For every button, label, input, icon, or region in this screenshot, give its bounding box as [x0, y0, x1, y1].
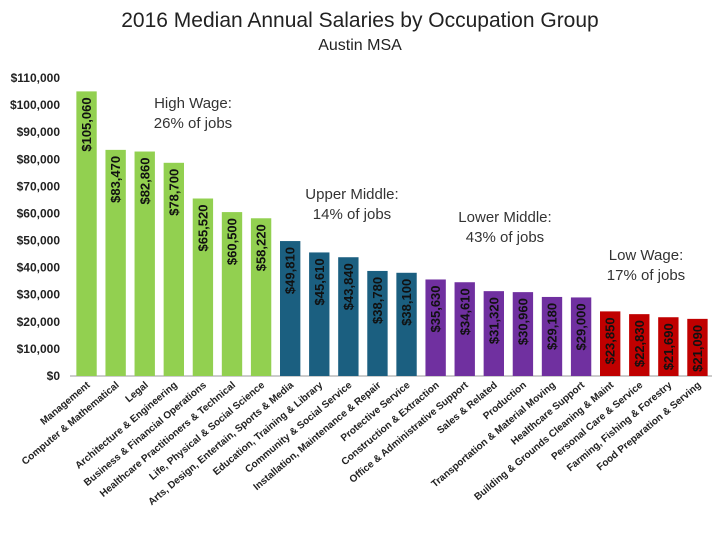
bars — [76, 91, 708, 377]
data-label: $29,180 — [545, 303, 560, 350]
bar — [512, 292, 534, 376]
chart-title: 2016 Median Annual Salaries by Occupatio… — [121, 9, 598, 32]
group-share-label: 26% of jobs — [154, 115, 232, 132]
y-tick-label: $70,000 — [17, 179, 61, 193]
bar — [309, 252, 330, 376]
bar — [163, 162, 184, 376]
data-label: $21,090 — [690, 325, 705, 372]
y-tick-label: $50,000 — [17, 234, 61, 248]
data-label: $38,100 — [399, 279, 414, 326]
data-label: $22,830 — [632, 320, 647, 367]
data-label: $82,860 — [137, 158, 152, 205]
group-share-label: 43% of jobs — [466, 229, 544, 246]
bar — [338, 257, 359, 376]
data-label: $21,690 — [661, 323, 676, 370]
y-tick-label: $100,000 — [10, 98, 60, 112]
bar — [250, 218, 272, 376]
group-share-label: 14% of jobs — [313, 206, 391, 223]
group-name-label: Upper Middle: — [305, 186, 398, 203]
bar — [454, 282, 475, 376]
data-label: $58,220 — [254, 224, 269, 271]
bar — [687, 318, 708, 376]
data-label: $60,500 — [225, 218, 240, 265]
bar — [367, 270, 388, 376]
y-tick-label: $110,000 — [11, 71, 61, 85]
y-tick-label: $20,000 — [17, 315, 61, 329]
bar — [629, 314, 650, 376]
data-label: $31,320 — [486, 297, 501, 344]
bar — [280, 241, 301, 376]
bar — [600, 311, 621, 376]
data-label: $49,810 — [283, 247, 298, 294]
data-label: $29,000 — [574, 303, 589, 350]
bar — [105, 149, 126, 376]
group-name-label: Lower Middle: — [458, 209, 551, 226]
bar — [570, 297, 592, 376]
group-labels: High Wage: 26% of jobs Upper Middle: 14% of… — [154, 95, 685, 284]
chart-subtitle: Austin MSA — [318, 37, 402, 54]
bar — [483, 291, 504, 376]
data-label: $23,850 — [603, 317, 618, 364]
data-label: $30,960 — [515, 298, 530, 345]
data-label: $43,840 — [341, 263, 356, 310]
bar — [541, 296, 563, 376]
y-tick-label: $60,000 — [17, 206, 61, 220]
y-tick-label: $80,000 — [17, 152, 61, 166]
y-tick-label: $10,000 — [17, 342, 61, 356]
data-label: $45,610 — [312, 258, 327, 305]
bar — [425, 279, 446, 376]
data-labels: $105,060 $83,470 $82,860 $78,700 $65,520 $60,… — [79, 97, 705, 371]
y-tick-label: $0 — [47, 369, 61, 383]
bar — [134, 151, 155, 376]
bar — [396, 272, 417, 376]
data-label: $34,610 — [457, 288, 472, 335]
data-label: $78,700 — [166, 169, 181, 216]
data-label: $38,780 — [370, 277, 385, 324]
data-label: $35,630 — [428, 285, 443, 332]
y-tick-label: $40,000 — [17, 261, 61, 275]
data-label: $65,520 — [195, 205, 210, 252]
data-label: $105,060 — [79, 97, 94, 151]
bar — [192, 198, 214, 376]
group-share-label: 17% of jobs — [607, 267, 685, 284]
group-name-label: High Wage: — [154, 95, 232, 112]
y-tick-label: $90,000 — [17, 125, 61, 139]
group-name-label: Low Wage: — [609, 247, 683, 264]
bar — [76, 91, 97, 377]
y-tick-label: $30,000 — [17, 288, 61, 302]
bar — [221, 212, 243, 376]
bar — [658, 317, 679, 376]
data-label: $83,470 — [108, 156, 123, 203]
